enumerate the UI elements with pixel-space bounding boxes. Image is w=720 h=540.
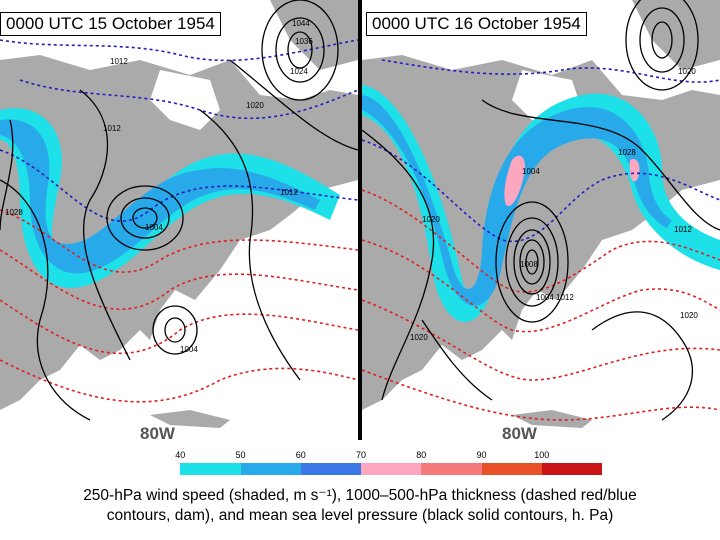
pressure-label: 1020 bbox=[410, 333, 428, 342]
greenland-land bbox=[632, 0, 720, 70]
pressure-label: 1028 bbox=[5, 208, 23, 217]
pressure-label: 1004 bbox=[522, 167, 540, 176]
pressure-label: 1028 bbox=[618, 148, 636, 157]
longitude-label: 80W bbox=[140, 424, 175, 440]
pressure-label: 1004 bbox=[536, 293, 554, 302]
pressure-label: 1012 bbox=[103, 124, 121, 133]
panel-title: 0000 UTC 15 October 1954 bbox=[0, 12, 221, 36]
colorbar-tick-label: 100 bbox=[534, 450, 550, 460]
pressure-label: 1004 bbox=[145, 223, 163, 232]
longitude-label: 80W bbox=[502, 424, 537, 440]
cuba-land bbox=[150, 410, 230, 428]
pressure-label: 1020 bbox=[246, 101, 264, 110]
pressure-label: 1024 bbox=[290, 67, 308, 76]
pressure-label: 1012 bbox=[110, 57, 128, 66]
colorbar-tick-label: 40 bbox=[175, 450, 186, 460]
colorbar-swatch bbox=[421, 463, 482, 475]
thickness-contours bbox=[362, 59, 720, 421]
pressure-label: 1012 bbox=[280, 188, 298, 197]
colorbar-tick-label: 80 bbox=[416, 450, 427, 460]
panel-divider bbox=[358, 0, 362, 440]
jet-max-2 bbox=[629, 159, 640, 182]
colorbar-swatch bbox=[300, 463, 361, 475]
pressure-contours bbox=[0, 0, 358, 421]
cuba-land bbox=[512, 410, 592, 428]
pressure-label: 1020 bbox=[422, 215, 440, 224]
caption-line-1: 250-hPa wind speed (shaded, m s⁻¹), 1000… bbox=[83, 487, 637, 504]
pressure-contours bbox=[362, 0, 720, 421]
jet-core bbox=[0, 119, 320, 274]
colorbar-tick-label: 60 bbox=[295, 450, 306, 460]
colorbar-tick-label: 50 bbox=[235, 450, 246, 460]
gulf-of-mexico-water bbox=[402, 360, 512, 420]
colorbar-swatch bbox=[120, 463, 181, 475]
map-oct15: 1012 1020 1012 1028 1004 1012 1004 1024 … bbox=[0, 0, 358, 428]
wind-speed-colorbar bbox=[120, 463, 602, 475]
colorbar-swatch bbox=[481, 463, 542, 475]
colorbar-tick-label: 70 bbox=[355, 450, 367, 460]
panel-title: 0000 UTC 16 October 1954 bbox=[366, 12, 587, 36]
pressure-label: 1020 bbox=[680, 311, 698, 320]
greenland-land bbox=[270, 0, 358, 70]
colorbar-swatch bbox=[180, 463, 241, 475]
jet-core bbox=[362, 95, 672, 306]
colorbar-swatch bbox=[240, 463, 301, 475]
colorbar-swatch bbox=[361, 463, 422, 475]
map-oct16: 1004 1020 1028 1020 1012 1008 1004 1012 … bbox=[362, 0, 720, 428]
pressure-label: 1020 bbox=[678, 67, 696, 76]
pressure-label: 1044 bbox=[292, 19, 310, 28]
colorbar-swatch bbox=[541, 463, 602, 475]
caption-line-2: contours, dam), and mean sea level press… bbox=[106, 507, 614, 524]
pressure-label: 1008 bbox=[520, 260, 538, 269]
map-panel-oct15: 1012 1020 1012 1028 1004 1012 1004 1024 … bbox=[0, 0, 358, 440]
figure-caption: 250-hPa wind speed (shaded, m s⁻¹), 1000… bbox=[0, 486, 720, 526]
pressure-label: 1012 bbox=[556, 293, 574, 302]
hudson-bay-water bbox=[150, 70, 220, 130]
map-panel-oct16: 1004 1020 1028 1020 1012 1008 1004 1012 … bbox=[362, 0, 720, 440]
pressure-label: 1004 bbox=[180, 345, 198, 354]
pressure-label: 1036 bbox=[295, 37, 313, 46]
pressure-label: 1012 bbox=[674, 225, 692, 234]
colorbar-tick-label: 90 bbox=[476, 450, 487, 460]
jet-max-1 bbox=[504, 155, 526, 206]
